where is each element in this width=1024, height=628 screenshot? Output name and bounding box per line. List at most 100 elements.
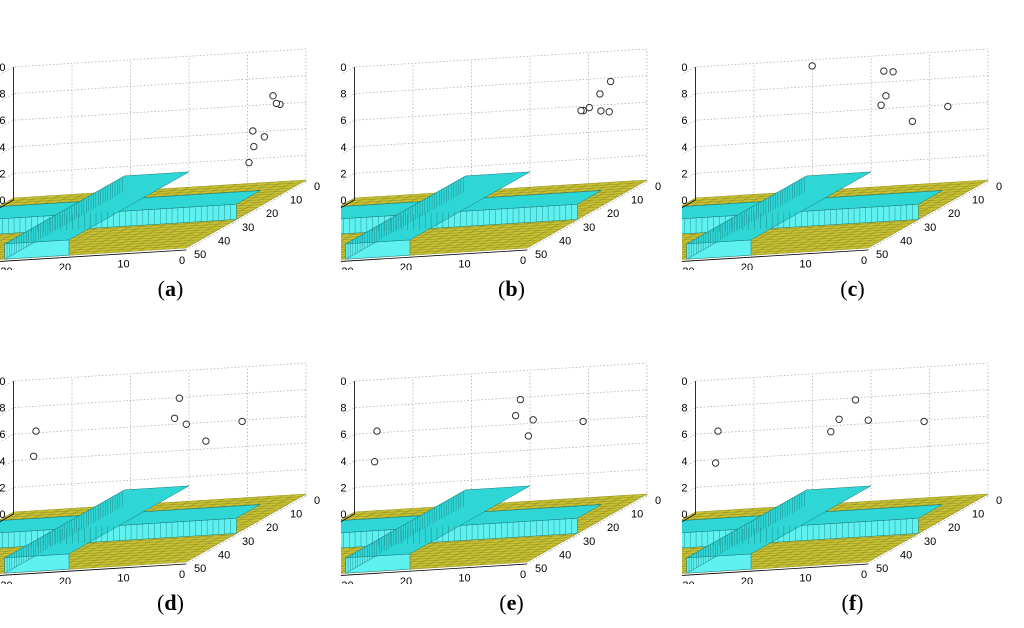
mesh-line bbox=[8, 496, 302, 515]
floor-edge bbox=[0, 199, 187, 262]
x-tick-label: 40 bbox=[218, 549, 230, 561]
caption-f: (f) bbox=[682, 590, 1023, 616]
subplot-b: 02468100102030405001020304050 (b) bbox=[341, 0, 682, 314]
mesh-line bbox=[685, 499, 979, 518]
x-tick-label: 40 bbox=[559, 235, 571, 247]
mesh-line bbox=[690, 182, 984, 201]
z-tick-label: 6 bbox=[682, 115, 688, 127]
x-tick-label: 0 bbox=[655, 181, 661, 193]
floor-edge bbox=[682, 199, 869, 262]
mesh-line bbox=[0, 220, 235, 236]
y-tick-label: 0 bbox=[520, 255, 526, 267]
data-point bbox=[511, 411, 520, 420]
data-point bbox=[175, 394, 184, 402]
plateau-arm-a-top bbox=[4, 171, 190, 245]
z-tick-label: 6 bbox=[341, 429, 347, 441]
data-point bbox=[170, 414, 179, 423]
data-point bbox=[249, 127, 257, 135]
data-point bbox=[835, 415, 843, 424]
mesh-line bbox=[341, 226, 566, 241]
x-tick-label: 30 bbox=[583, 536, 595, 548]
plateau-arm-a-top bbox=[345, 171, 531, 245]
caption-label: b bbox=[505, 276, 518, 301]
x-tick-label: 10 bbox=[972, 195, 984, 207]
data-point bbox=[577, 106, 585, 115]
y-tick-label: 20 bbox=[59, 262, 71, 270]
plateau-arm-a-top bbox=[345, 485, 531, 559]
x-tick-label: 10 bbox=[290, 509, 302, 521]
data-point bbox=[864, 416, 873, 424]
x-tick-label: 20 bbox=[266, 208, 278, 220]
surface bbox=[682, 485, 989, 574]
mesh-line bbox=[682, 220, 917, 236]
y-tick-label: 0 bbox=[179, 569, 185, 581]
mesh-line bbox=[682, 542, 902, 557]
z-tick-label: 0 bbox=[0, 509, 6, 521]
z-tick-label: 6 bbox=[0, 429, 6, 441]
x-tick-label: 10 bbox=[631, 509, 643, 521]
x-tick-label: 30 bbox=[924, 222, 936, 234]
mesh-line bbox=[682, 540, 907, 555]
x-tick-label: 30 bbox=[242, 536, 254, 548]
y-tick-label: 10 bbox=[799, 573, 811, 584]
grid-line bbox=[0, 75, 307, 102]
caption-open: ( bbox=[157, 276, 165, 301]
data-point bbox=[920, 417, 928, 426]
x-tick-label: 50 bbox=[535, 249, 547, 261]
x-tick-label: 10 bbox=[972, 509, 984, 521]
surface bbox=[0, 171, 307, 260]
mesh-line bbox=[682, 223, 912, 238]
mesh-line bbox=[682, 534, 917, 550]
z-tick-label: 8 bbox=[682, 89, 688, 101]
x-tick-label: 30 bbox=[583, 222, 595, 234]
z-tick-label: 10 bbox=[341, 62, 347, 74]
caption-label: d bbox=[164, 590, 177, 615]
z-tick-label: 8 bbox=[0, 89, 6, 101]
z-tick-label: 4 bbox=[0, 456, 6, 468]
caption-b: (b) bbox=[341, 276, 682, 302]
y-tick-label: 10 bbox=[458, 259, 470, 270]
x-tick-label: 30 bbox=[924, 536, 936, 548]
y-tick-label: 30 bbox=[341, 580, 353, 584]
z-tick-label: 10 bbox=[0, 376, 6, 388]
x-tick-label: 0 bbox=[655, 495, 661, 507]
caption-open: ( bbox=[499, 590, 507, 615]
x-tick-label: 50 bbox=[535, 563, 547, 575]
caption-open: ( bbox=[841, 590, 849, 615]
data-point bbox=[605, 108, 613, 116]
y-tick-label: 20 bbox=[59, 576, 71, 584]
caption-close: ) bbox=[176, 276, 184, 301]
plot-f: 02468100102030405001020304050 bbox=[682, 362, 1002, 584]
data-point bbox=[238, 417, 246, 426]
data-point bbox=[827, 428, 835, 436]
mesh-line bbox=[682, 537, 912, 552]
y-tick-label: 20 bbox=[741, 576, 753, 584]
z-tick-label: 6 bbox=[341, 115, 347, 127]
z-tick-label: 10 bbox=[0, 62, 6, 74]
z-tick-label: 10 bbox=[341, 376, 347, 388]
grid-line bbox=[0, 48, 307, 76]
y-tick-label: 30 bbox=[682, 266, 694, 270]
mesh-line bbox=[690, 496, 984, 515]
plot-c: 02468100102030405001020304050 bbox=[682, 48, 1002, 270]
x-tick-label: 40 bbox=[900, 235, 912, 247]
y-tick-label: 30 bbox=[341, 266, 353, 270]
data-point bbox=[597, 107, 605, 115]
mesh-line bbox=[341, 537, 571, 552]
z-tick-label: 8 bbox=[341, 89, 347, 101]
axes: 02468100102030405001020304050 bbox=[682, 62, 1002, 270]
y-tick-label: 30 bbox=[0, 580, 12, 584]
z-tick-label: 10 bbox=[682, 376, 688, 388]
subplot-e: 02468100102030405001020304050 (e) bbox=[341, 314, 682, 628]
data-points bbox=[370, 395, 587, 466]
z-tick-label: 8 bbox=[0, 403, 6, 415]
plot-b: 02468100102030405001020304050 bbox=[341, 48, 661, 270]
mesh-line bbox=[685, 185, 979, 204]
y-tick-label: 0 bbox=[179, 255, 185, 267]
data-point bbox=[808, 62, 816, 70]
mesh-line bbox=[682, 228, 902, 243]
mesh-line bbox=[3, 185, 297, 204]
data-point bbox=[516, 395, 525, 404]
x-tick-label: 20 bbox=[266, 522, 278, 534]
